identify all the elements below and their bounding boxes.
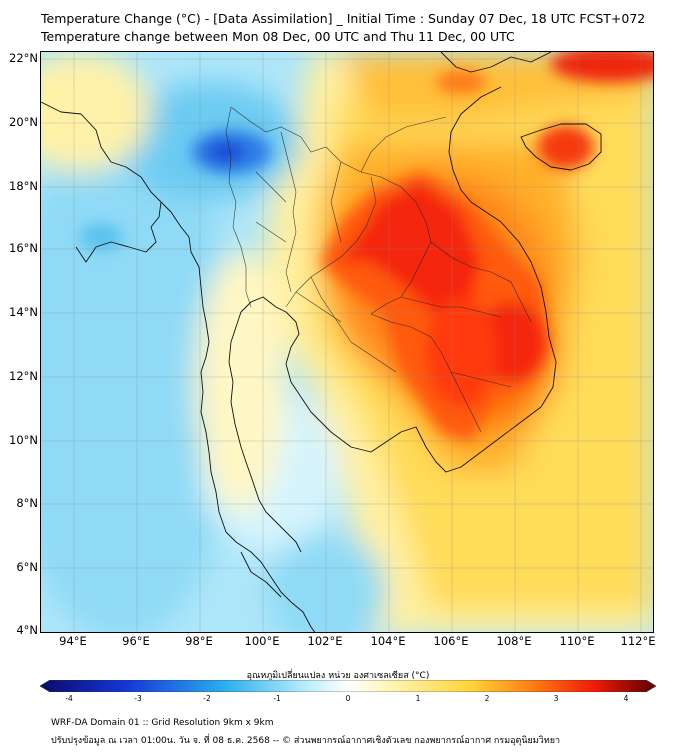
colorbar-tick: 4 xyxy=(623,694,629,703)
lon-label-94e: 94°E xyxy=(59,634,87,648)
temperature-change-map xyxy=(40,51,654,633)
colorbar xyxy=(40,680,656,692)
colorbar-tick: 3 xyxy=(553,694,559,703)
lon-label-106e: 106°E xyxy=(433,634,469,648)
colorbar-tick: -4 xyxy=(65,694,73,703)
update-credit: ปรับปรุงข้อมูล ณ เวลา 01:00น. วัน จ. ที่… xyxy=(51,736,561,746)
colorbar-tick: -2 xyxy=(203,694,211,703)
colorbar-tick: 1 xyxy=(415,694,421,703)
lat-label-22n: 22°N xyxy=(9,51,38,65)
borders xyxy=(225,106,532,433)
colorbar-tick: -1 xyxy=(273,694,281,703)
lon-label-108e: 108°E xyxy=(496,634,532,648)
lat-label-12n: 12°N xyxy=(9,369,38,383)
lat-label-16n: 16°N xyxy=(9,241,38,255)
lat-label-8n: 8°N xyxy=(16,496,38,510)
lon-label-110e: 110°E xyxy=(559,634,595,648)
lat-label-6n: 6°N xyxy=(16,560,38,574)
colorbar-tick: 0 xyxy=(345,694,351,703)
lon-label-98e: 98°E xyxy=(185,634,213,648)
map-title: Temperature Change (°C) - [Data Assimila… xyxy=(41,11,646,26)
lat-label-4n: 4°N xyxy=(16,623,38,637)
lat-label-20n: 20°N xyxy=(9,115,38,129)
temperature-hotspots xyxy=(79,52,653,442)
lon-label-96e: 96°E xyxy=(122,634,150,648)
colorbar-gradient xyxy=(40,680,656,692)
lon-label-100e: 100°E xyxy=(244,634,280,648)
model-info: WRF-DA Domain 01 :: Grid Resolution 9km … xyxy=(51,718,274,728)
lat-label-18n: 18°N xyxy=(9,179,38,193)
colorbar-tick: -3 xyxy=(134,694,142,703)
gridlines xyxy=(41,52,653,632)
lat-label-10n: 10°N xyxy=(9,433,38,447)
colorbar-tick: 2 xyxy=(484,694,490,703)
lon-label-104e: 104°E xyxy=(370,634,406,648)
map-subtitle: Temperature change between Mon 08 Dec, 0… xyxy=(41,29,515,44)
map-canvas xyxy=(41,52,653,632)
lon-label-112e: 112°E xyxy=(620,634,656,648)
lon-label-102e: 102°E xyxy=(307,634,343,648)
coastlines xyxy=(41,52,602,632)
colorbar-title: อุณหภูมิเปลี่ยนแปลง หน่วย องศาเซลเซียส (… xyxy=(246,671,430,681)
lat-label-14n: 14°N xyxy=(9,305,38,319)
